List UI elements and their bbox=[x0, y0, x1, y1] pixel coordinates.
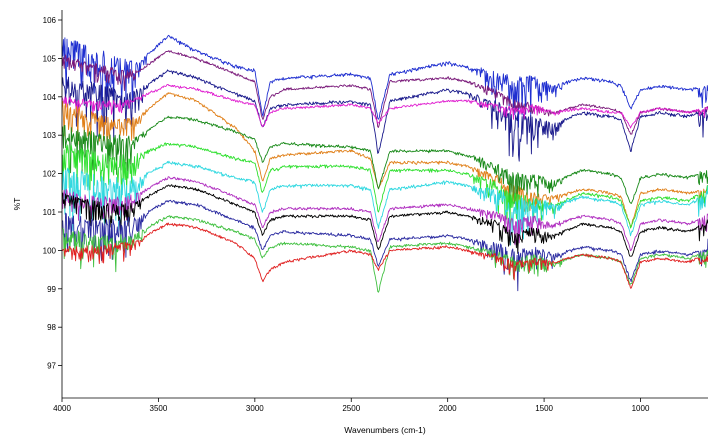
y-tick-label: 104 bbox=[43, 93, 57, 102]
x-tick-label: 1500 bbox=[535, 404, 553, 413]
y-tick-label: 106 bbox=[43, 16, 57, 25]
y-tick-label: 103 bbox=[43, 131, 57, 140]
axes bbox=[61, 10, 708, 399]
y-tick-label: 100 bbox=[43, 246, 57, 255]
y-tick-label: 99 bbox=[47, 285, 56, 294]
spectrum-line bbox=[62, 84, 708, 129]
spectrum-line bbox=[62, 34, 708, 128]
x-tick-label: 2500 bbox=[342, 404, 360, 413]
spectrum-line bbox=[62, 142, 708, 229]
y-tick-label: 97 bbox=[47, 362, 56, 371]
y-axis-title: %T bbox=[12, 198, 22, 211]
spectrum-line bbox=[62, 69, 708, 162]
x-tick-label: 2000 bbox=[439, 404, 457, 413]
spectra-series-group bbox=[62, 34, 708, 293]
x-tick-label: 4000 bbox=[53, 404, 71, 413]
spectrum-line bbox=[62, 222, 708, 289]
y-ticks: 97 98 99 100 101 102 103 104 105 106 bbox=[43, 16, 62, 371]
x-tick-label: 1000 bbox=[632, 404, 650, 413]
spectrum-line bbox=[62, 215, 708, 293]
spectrum-line bbox=[62, 50, 708, 135]
y-tick-label: 101 bbox=[43, 208, 57, 217]
x-ticks: 4000 3500 3000 2500 2000 1500 1000 bbox=[53, 398, 650, 413]
spectrum-line bbox=[62, 115, 708, 211]
x-axis-title: Wavenumbers (cm-1) bbox=[344, 425, 426, 435]
spectrum-line bbox=[62, 92, 708, 228]
x-tick-label: 3500 bbox=[150, 404, 168, 413]
y-tick-label: 102 bbox=[43, 170, 57, 179]
spectrum-line bbox=[62, 184, 708, 257]
y-tick-label: 105 bbox=[43, 54, 57, 63]
spectrum-line bbox=[62, 176, 708, 252]
spectrum-line bbox=[62, 199, 708, 292]
spectrum-line bbox=[62, 160, 708, 246]
y-tick-label: 98 bbox=[47, 323, 56, 332]
x-tick-label: 3000 bbox=[246, 404, 264, 413]
